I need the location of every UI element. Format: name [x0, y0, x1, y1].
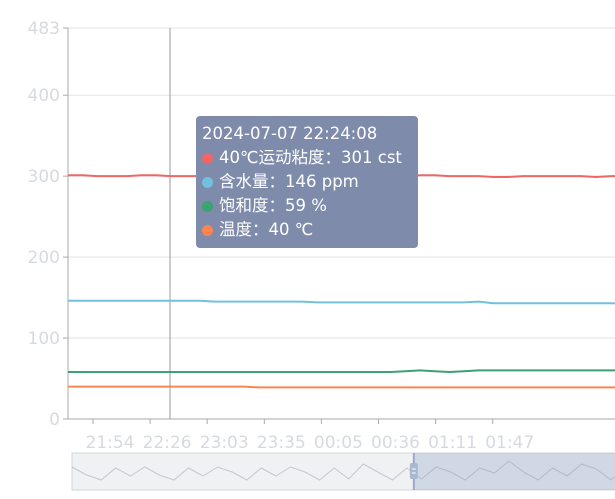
- tooltip-value: 饱和度：59 %: [219, 196, 327, 215]
- data-zoom-preview-line: [71, 460, 615, 481]
- series-dot-icon: [202, 152, 213, 164]
- tooltip-value: 含水量：146 ppm: [219, 172, 359, 191]
- series-line: [68, 385, 615, 389]
- x-tick-label: 01:47: [485, 433, 534, 453]
- x-tick-label: 00:05: [314, 433, 363, 453]
- tooltip-row: 40℃运动粘度：301 cst: [202, 146, 418, 170]
- y-tick-label: 483: [28, 19, 60, 39]
- series-dot-icon: [202, 224, 213, 236]
- tooltip-row: 含水量：146 ppm: [202, 170, 418, 194]
- data-zoom-handle[interactable]: [409, 463, 418, 479]
- y-tick-label: 100: [28, 329, 60, 349]
- tooltip-value: 40℃运动粘度：301 cst: [219, 148, 402, 167]
- tooltip-row: 温度：40 ℃: [202, 218, 418, 242]
- x-tick-label: 00:36: [371, 433, 420, 453]
- series-line: [68, 299, 615, 305]
- x-tick-label: 01:11: [428, 433, 477, 453]
- series-dot-icon: [202, 200, 213, 212]
- series-line: [68, 369, 615, 374]
- y-tick-label: 300: [28, 167, 60, 187]
- x-tick-label: 23:03: [200, 433, 249, 453]
- tooltip: 2024-07-07 22:24:08 40℃运动粘度：301 cst 含水量：…: [196, 116, 418, 248]
- data-zoom-slider[interactable]: [71, 452, 615, 491]
- data-zoom-selected-range: [413, 453, 615, 490]
- tooltip-row: 饱和度：59 %: [202, 194, 418, 218]
- x-tick-label: 21:54: [86, 433, 135, 453]
- y-tick-label: 400: [28, 86, 60, 106]
- x-tick-label: 22:26: [143, 433, 192, 453]
- y-tick-label: 200: [28, 248, 60, 268]
- y-tick-label: 0: [49, 410, 60, 430]
- tooltip-time: 2024-07-07 22:24:08: [202, 124, 378, 143]
- x-tick-label: 23:35: [257, 433, 306, 453]
- data-zoom-background: [71, 452, 615, 491]
- series-dot-icon: [202, 176, 213, 188]
- tooltip-value: 温度：40 ℃: [219, 220, 314, 239]
